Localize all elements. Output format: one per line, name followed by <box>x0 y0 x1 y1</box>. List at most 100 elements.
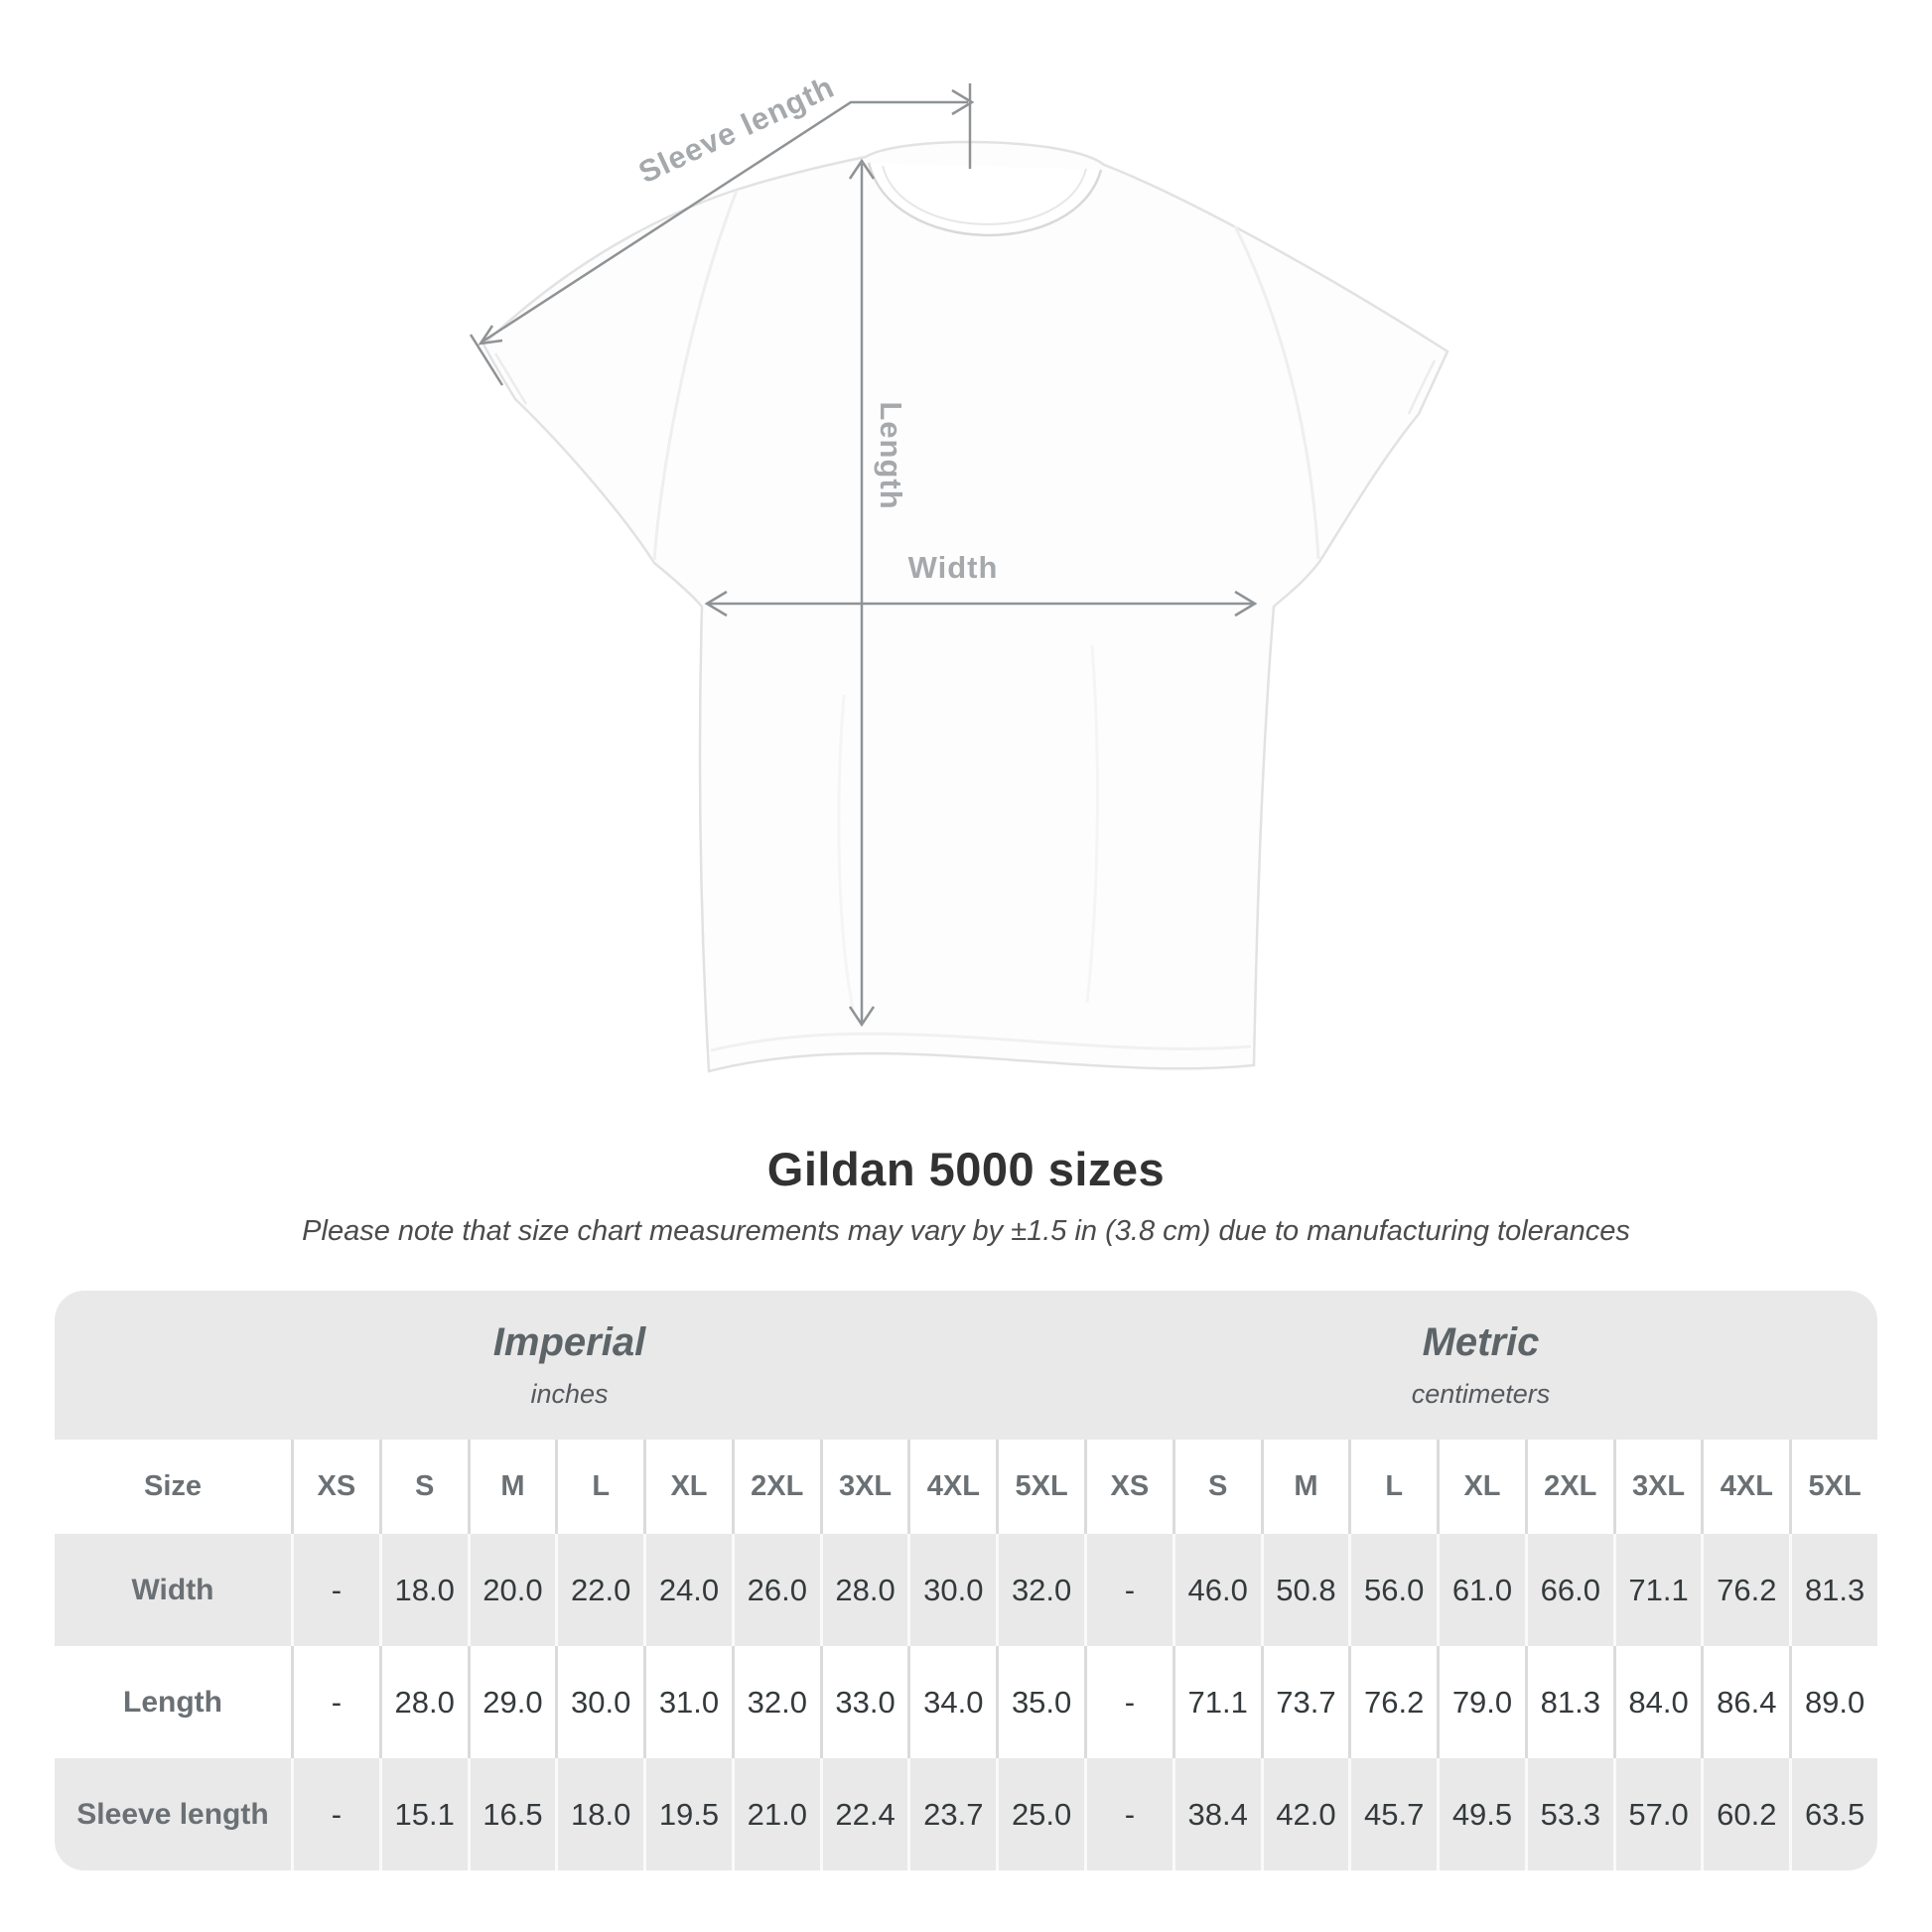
length-label: Length <box>874 401 908 510</box>
sleeve-arrow-right <box>951 88 975 116</box>
table-cell: 28.0 <box>819 1534 908 1646</box>
table-cell: 31.0 <box>643 1646 732 1758</box>
table-cell: 63.5 <box>1789 1758 1877 1870</box>
metric-unit: centimeters <box>1411 1379 1551 1409</box>
table-cell: 53.3 <box>1524 1758 1613 1870</box>
tolerance-note: Please note that size chart measurements… <box>302 1215 1630 1247</box>
sleeve-end-tick <box>469 334 504 386</box>
size-column-header: XS <box>291 1440 379 1534</box>
table-cell: 23.7 <box>907 1758 997 1870</box>
table-cell: 57.0 <box>1612 1758 1702 1870</box>
collar-outer-seam <box>867 162 1103 237</box>
table-cell: 71.1 <box>1172 1646 1261 1758</box>
imperial-label: Imperial <box>492 1320 646 1364</box>
wrinkle <box>1085 644 1099 1004</box>
table-cell: 73.7 <box>1260 1646 1349 1758</box>
table-cell: 46.0 <box>1172 1534 1261 1646</box>
size-column-header: 4XL <box>907 1440 997 1534</box>
table-cell: 20.0 <box>467 1534 556 1646</box>
table-cell: 89.0 <box>1789 1646 1877 1758</box>
table-cell: 28.0 <box>378 1646 468 1758</box>
size-column-header: S <box>1172 1440 1261 1534</box>
table-cell: 18.0 <box>555 1758 644 1870</box>
length-arrow-down <box>848 1006 876 1028</box>
table-cell: 22.0 <box>555 1534 644 1646</box>
table-cell: 56.0 <box>1348 1534 1438 1646</box>
table-cell: 45.7 <box>1348 1758 1438 1870</box>
table-cell: 42.0 <box>1260 1758 1349 1870</box>
size-column-header: 2XL <box>1524 1440 1613 1534</box>
table-cell: 29.0 <box>467 1646 556 1758</box>
width-label: Width <box>907 550 999 585</box>
table-cell: - <box>291 1646 379 1758</box>
table-cell: 32.0 <box>731 1646 820 1758</box>
table-cell: - <box>1084 1646 1173 1758</box>
table-cell: 50.8 <box>1260 1534 1349 1646</box>
table-cell: 24.0 <box>643 1534 732 1646</box>
table-cell: - <box>291 1758 379 1870</box>
size-table-grid: Imperial inches Metric centimeters Size X… <box>55 1291 1877 1870</box>
row-label: Sleeve length <box>55 1758 291 1870</box>
table-cell: 30.0 <box>555 1646 644 1758</box>
size-column-header: 2XL <box>731 1440 820 1534</box>
length-arrow-up <box>848 158 876 180</box>
table-cell: 76.2 <box>1348 1646 1438 1758</box>
size-corner-header: Size <box>55 1440 291 1534</box>
table-cell: 79.0 <box>1437 1646 1525 1758</box>
table-cell: - <box>1084 1534 1173 1646</box>
sleeve-arrow <box>478 325 503 345</box>
metric-label: Metric <box>1422 1320 1540 1364</box>
hem-stitch <box>710 1032 1252 1052</box>
table-cell: 22.4 <box>819 1758 908 1870</box>
table-cell: 84.0 <box>1612 1646 1702 1758</box>
row-label: Length <box>55 1646 291 1758</box>
page-title: Gildan 5000 sizes <box>766 1143 1166 1195</box>
size-column-header: L <box>555 1440 644 1534</box>
left-armhole-seam <box>652 190 739 561</box>
size-column-header: XS <box>1084 1440 1173 1534</box>
table-cell: 16.5 <box>467 1758 556 1870</box>
table-cell: 34.0 <box>907 1646 997 1758</box>
table-cell: 60.2 <box>1701 1758 1790 1870</box>
size-column-header: M <box>1260 1440 1349 1534</box>
table-cell: - <box>1084 1758 1173 1870</box>
imperial-unit: inches <box>530 1379 609 1409</box>
dimension-lines <box>469 83 1258 1028</box>
size-column-header: XL <box>643 1440 732 1534</box>
table-cell: 15.1 <box>378 1758 468 1870</box>
table-cell: 25.0 <box>996 1758 1084 1870</box>
table-cell: 35.0 <box>996 1646 1084 1758</box>
table-cell: 76.2 <box>1701 1534 1790 1646</box>
size-column-header: L <box>1348 1440 1438 1534</box>
sleeve-dimension-line <box>482 100 968 344</box>
table-cell: 30.0 <box>907 1534 997 1646</box>
size-column-header: S <box>378 1440 468 1534</box>
collar-inner-edge <box>882 165 1087 225</box>
size-column-header: 4XL <box>1701 1440 1790 1534</box>
table-cell: 26.0 <box>731 1534 820 1646</box>
tshirt-body <box>482 140 1449 1073</box>
size-column-header: 5XL <box>1789 1440 1877 1534</box>
table-cell: 81.3 <box>1789 1534 1877 1646</box>
right-cuff-stitch <box>1407 359 1437 415</box>
width-arrow-left <box>704 590 728 618</box>
size-column-header: M <box>467 1440 556 1534</box>
table-cell: 49.5 <box>1437 1758 1525 1870</box>
table-cell: 61.0 <box>1437 1534 1525 1646</box>
tshirt-diagram <box>469 83 1449 1073</box>
table-cell: 66.0 <box>1524 1534 1613 1646</box>
size-column-header: XL <box>1437 1440 1525 1534</box>
table-cell: 38.4 <box>1172 1758 1261 1870</box>
table-cell: 18.0 <box>378 1534 468 1646</box>
table-cell: 32.0 <box>996 1534 1084 1646</box>
left-cuff-stitch <box>493 352 528 405</box>
metric-group-header: Metric centimeters <box>1084 1291 1877 1440</box>
table-cell: 21.0 <box>731 1758 820 1870</box>
table-cell: 33.0 <box>819 1646 908 1758</box>
right-armhole-seam <box>1233 225 1320 560</box>
size-column-header: 3XL <box>819 1440 908 1534</box>
table-cell: 71.1 <box>1612 1534 1702 1646</box>
size-column-header: 5XL <box>996 1440 1084 1534</box>
table-cell: 19.5 <box>643 1758 732 1870</box>
